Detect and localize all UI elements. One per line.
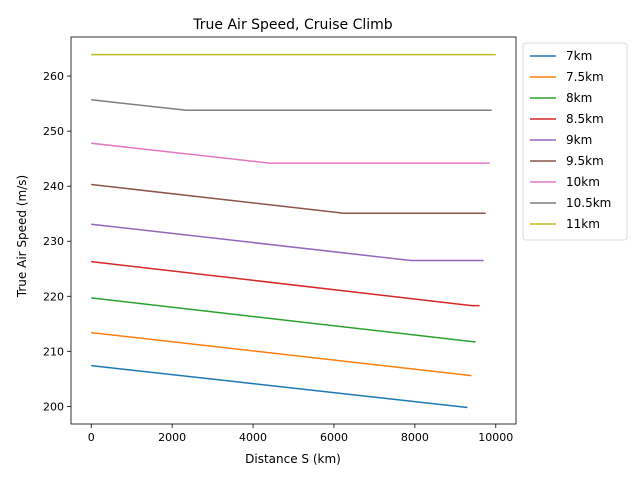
legend-label: 9km: [566, 133, 592, 147]
y-tick-label: 200: [43, 400, 64, 413]
series-line-7km: [91, 364, 468, 409]
series-line-10km: [91, 142, 490, 164]
legend-label: 9.5km: [566, 154, 604, 168]
legend-label: 8km: [566, 91, 592, 105]
legend-box: [522, 42, 628, 241]
y-tick-label: 250: [43, 125, 64, 138]
plot-frame: [70, 36, 517, 425]
x-axis-label: Distance S (km): [245, 452, 341, 466]
x-tick-label: 6000: [320, 431, 348, 444]
x-axis-ticks: 0 2000 4000 6000 8000 10000: [88, 424, 513, 444]
y-axis-ticks: 200 210 220 230 240 250 260: [43, 70, 71, 413]
series-line-9km: [91, 223, 484, 262]
series-line-7.5km: [91, 331, 472, 377]
x-tick-label: 0: [88, 431, 95, 444]
legend-label: 10.5km: [566, 196, 611, 210]
y-axis-label: True Air Speed (m/s): [15, 175, 29, 298]
legend-label: 7km: [566, 49, 592, 63]
x-tick-label: 2000: [158, 431, 186, 444]
legend-label: 10km: [566, 175, 600, 189]
y-tick-label: 240: [43, 180, 64, 193]
series-line-8.5km: [91, 260, 480, 307]
legend-label: 8.5km: [566, 112, 604, 126]
x-tick-label: 4000: [239, 431, 267, 444]
y-tick-label: 260: [43, 70, 64, 83]
series-line-8km: [91, 297, 476, 343]
legend-label: 7.5km: [566, 70, 604, 84]
series-line-10.5km: [91, 99, 492, 111]
legend: 7km 7.5km 8km 8.5km 9km 9.5km 10km 10.5km 11km: [522, 42, 628, 241]
chart-title: True Air Speed, Cruise Climb: [192, 17, 392, 33]
y-tick-label: 210: [43, 345, 64, 358]
legend-label: 11km: [566, 217, 600, 231]
y-tick-label: 230: [43, 235, 64, 248]
y-tick-label: 220: [43, 290, 64, 303]
series-line-9.5km: [91, 183, 486, 214]
x-tick-label: 8000: [401, 431, 429, 444]
x-tick-label: 10000: [478, 431, 513, 444]
plot-lines: [91, 53, 496, 409]
